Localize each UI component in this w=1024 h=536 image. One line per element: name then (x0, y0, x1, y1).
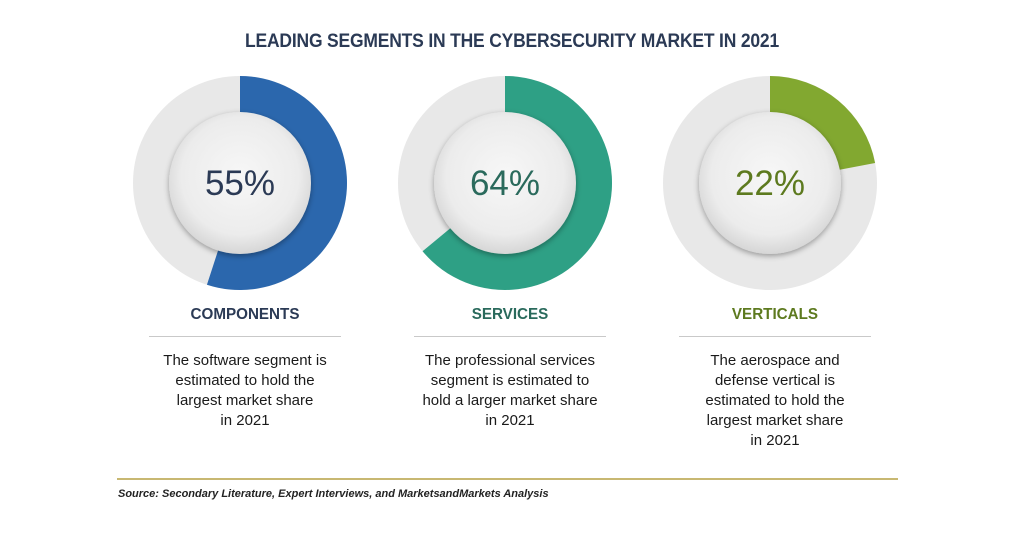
segment-description: The professional services segment is esti… (400, 351, 620, 431)
percentage-label: 22% (735, 164, 805, 203)
donut-center (434, 112, 576, 254)
description-line: estimated to hold the (175, 372, 315, 389)
segment-divider (149, 336, 341, 337)
segment-panel-components: 55% COMPONENTS The software segment is esti… (125, 72, 365, 462)
segment-divider (414, 336, 606, 337)
donut-chart: 22% (663, 76, 877, 290)
segment-title: VERTICALS (731, 306, 819, 323)
footer-divider (117, 478, 898, 480)
percentage-label: 55% (205, 164, 275, 203)
description-line: The professional services (424, 352, 596, 369)
description-line: in 2021 (220, 412, 270, 429)
chart-title: LEADING SEGMENTS IN THE CYBERSECURITY MA… (244, 31, 780, 52)
segment-title: COMPONENTS (190, 306, 300, 323)
description-line: hold a larger market share (422, 392, 598, 409)
segment-description: The software segment is estimated to hold… (135, 351, 355, 431)
description-line: The aerospace and (710, 352, 840, 369)
segment-panel-verticals: 22% VERTICALS The aerospace and defense ver… (655, 72, 895, 462)
donut-center (699, 112, 841, 254)
segment-description: The aerospace and defense vertical is esti… (665, 351, 885, 451)
donut-chart: 64% (398, 76, 612, 290)
description-line: in 2021 (485, 412, 535, 429)
description-line: The software segment is (163, 352, 327, 369)
description-line: estimated to hold the (705, 392, 845, 409)
segment-panel-services: 64% SERVICES The professional services segm… (390, 72, 630, 462)
description-line: in 2021 (750, 432, 800, 449)
description-line: defense vertical is (714, 372, 836, 389)
donut-center (169, 112, 311, 254)
description-line: largest market share (706, 412, 844, 429)
donut-chart: 55% (133, 76, 347, 290)
description-line: largest market share (176, 392, 314, 409)
description-line: segment is estimated to (430, 372, 590, 389)
source-note: Source: Secondary Literature, Expert Int… (118, 488, 549, 500)
segment-title: SERVICES (471, 306, 549, 323)
percentage-label: 64% (470, 164, 540, 203)
segment-divider (679, 336, 871, 337)
